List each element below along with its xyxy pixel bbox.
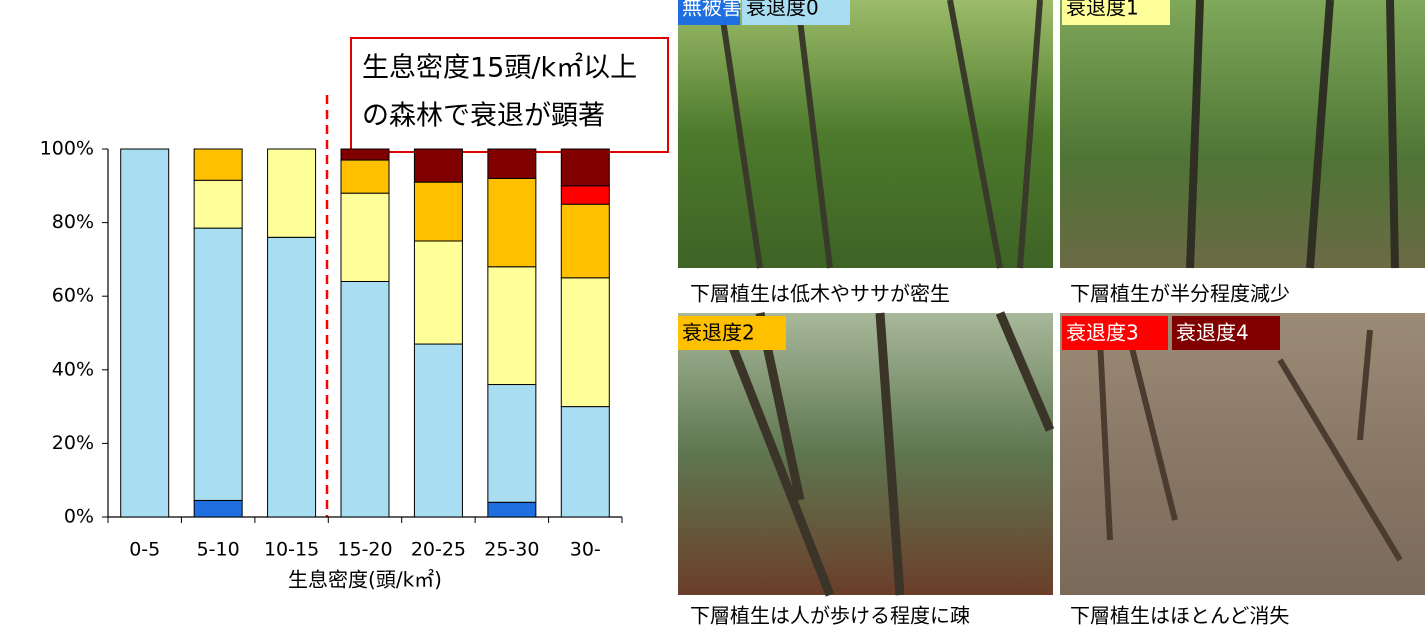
bar-segment (560, 277, 610, 408)
y-tick-label: 20% (52, 432, 94, 454)
photo-2 (678, 311, 1055, 597)
legend-label: 衰退度1 (1066, 0, 1139, 20)
legend-label: 衰退度2 (682, 321, 755, 345)
bar-segment (413, 343, 463, 518)
legend-swatch (678, 316, 786, 350)
x-axis-title: 生息密度(頭/k㎡) (288, 568, 442, 592)
photo-caption: 下層植生が半分程度減少 (1070, 282, 1290, 306)
annotation: の森林で衰退が顕著 (362, 101, 605, 132)
x-tick-label: 10-15 (264, 539, 319, 561)
bar-segment (193, 499, 243, 518)
bar-segment (413, 181, 463, 242)
bar-segment (487, 384, 537, 503)
legend-label: 衰退度4 (1176, 321, 1249, 345)
photo-0 (678, 0, 1053, 269)
bar-segment (560, 406, 610, 518)
bar-segment (487, 266, 537, 386)
legend-swatch (1172, 316, 1280, 350)
x-tick-label: 15-20 (337, 539, 392, 561)
legend-label: 無被害 (682, 0, 742, 20)
bar-segment (413, 240, 463, 345)
photo-3 (1060, 313, 1425, 595)
bar-segment (487, 177, 537, 268)
bar-segment (487, 501, 537, 518)
legend-label: 衰退度0 (746, 0, 819, 20)
bar-segment (340, 148, 390, 161)
y-tick-label: 100% (40, 138, 94, 160)
bar-segment (340, 192, 390, 282)
annotation: 生息密度15頭/k㎡以上 (362, 53, 637, 84)
bar-segment (487, 148, 537, 179)
photo-1 (1060, 0, 1425, 269)
bar-segment (193, 227, 243, 501)
bar-segment (120, 148, 170, 518)
bar-segment (560, 185, 610, 205)
photo-caption: 下層植生はほとんど消失 (1070, 604, 1289, 628)
x-tick-label: 25-30 (484, 539, 539, 561)
legend-swatch (1062, 316, 1168, 350)
bar-segment (560, 203, 610, 279)
y-tick-label: 0% (64, 506, 94, 528)
x-tick-label: 0-5 (129, 539, 160, 561)
annotation-box (350, 37, 669, 153)
bar-segment (193, 179, 243, 229)
photo-caption: 下層植生は人が歩ける程度に疎 (690, 604, 970, 628)
legend-swatch (1062, 0, 1170, 25)
photo-caption: 下層植生は低木やササが密生 (690, 282, 950, 306)
y-tick-label: 80% (52, 211, 94, 233)
bar-segment (413, 148, 463, 183)
bar-segment (193, 148, 243, 181)
bar-segment (267, 236, 317, 518)
x-tick-label: 5-10 (197, 539, 240, 561)
y-tick-label: 60% (52, 285, 94, 307)
legend-swatch (678, 0, 740, 25)
bar-segment (267, 148, 317, 238)
x-tick-label: 20-25 (411, 539, 466, 561)
bar-segment (560, 148, 610, 187)
bar-segment (340, 159, 390, 194)
bar-segment (340, 280, 390, 518)
x-tick-label: 30- (570, 539, 601, 561)
y-tick-label: 40% (52, 358, 94, 380)
legend-swatch (742, 0, 850, 25)
legend-label: 衰退度3 (1066, 321, 1139, 345)
